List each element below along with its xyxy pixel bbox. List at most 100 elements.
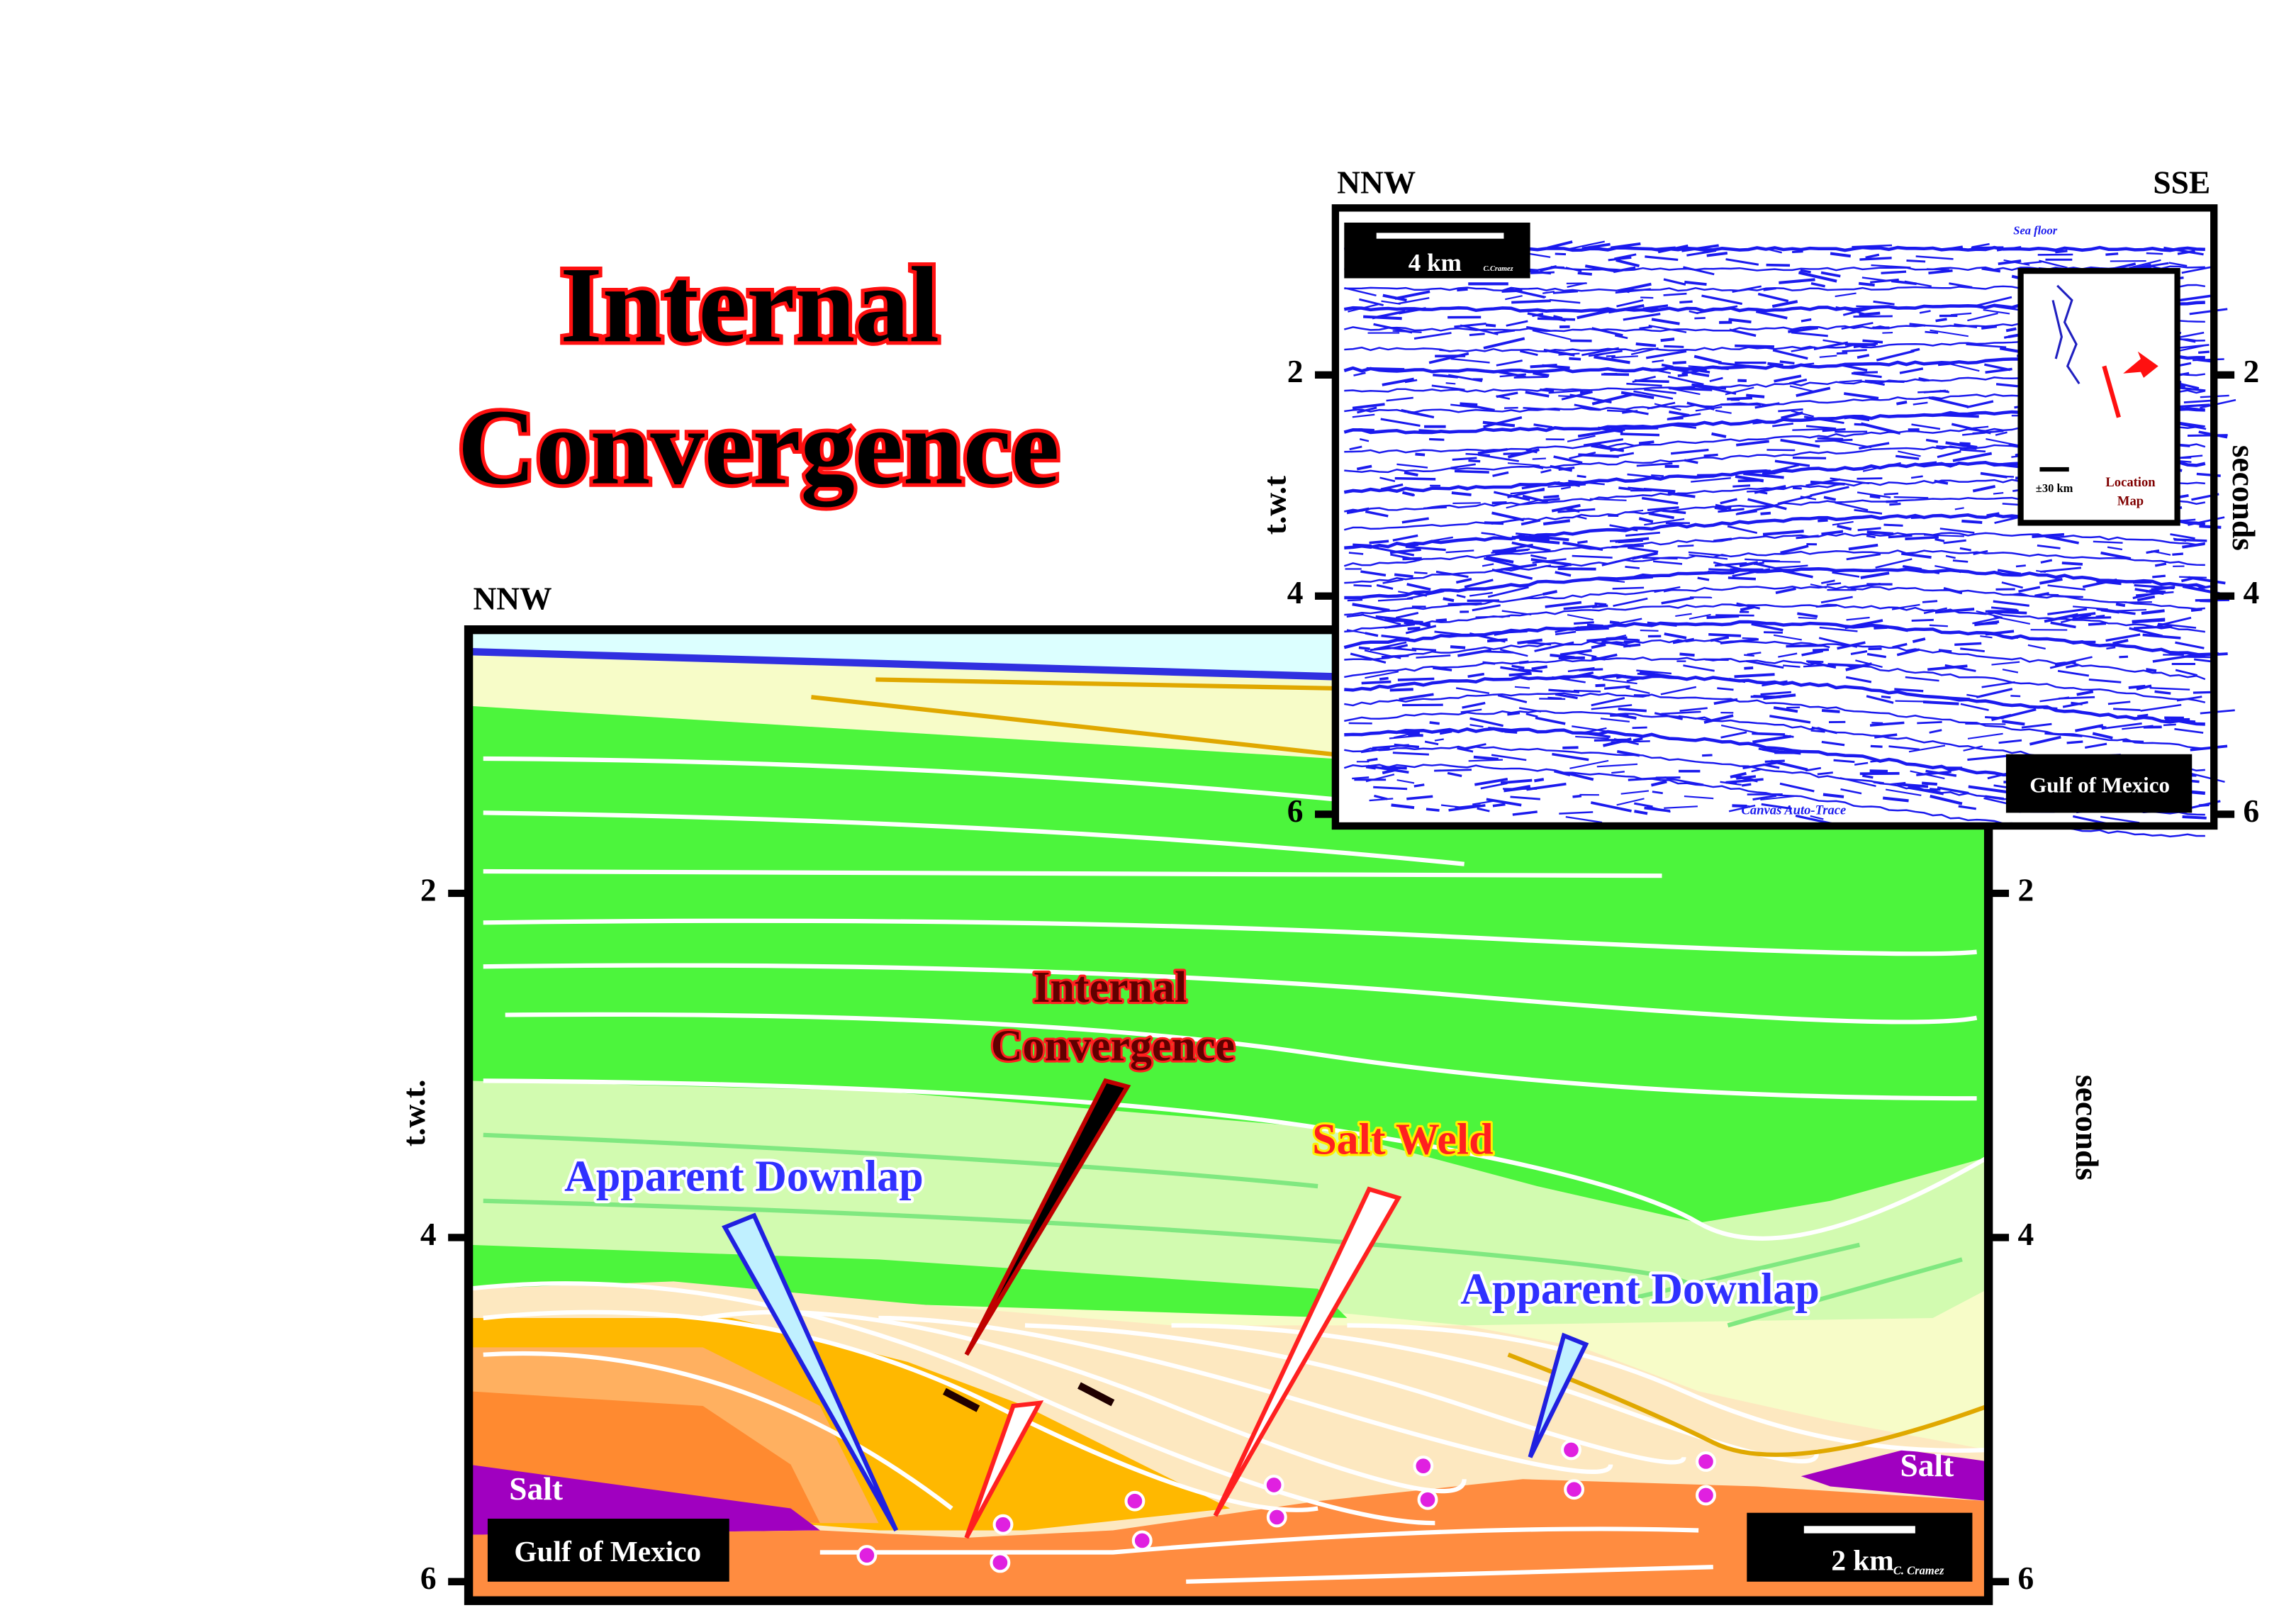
trace [1715,503,1732,510]
trace [1886,625,1908,632]
trace [2071,701,2083,705]
trace [1620,790,1650,795]
trace [1611,545,1644,548]
trace [2075,724,2104,732]
trace [1866,695,1894,704]
trace [1943,587,1963,595]
trace [1743,472,1784,479]
trace [1491,569,1533,580]
trace [2039,259,2068,269]
trace [1847,415,1870,422]
trace [1591,393,1633,406]
trace [1625,566,1640,569]
trace [1601,556,1636,566]
trace [1763,693,1796,700]
trace [1517,638,1543,644]
trace [1958,805,1977,810]
trace [1418,429,1441,433]
ticks: 2 2 4 4 6 6 [1287,354,2260,829]
trace [1683,664,1715,672]
trace [1596,763,1638,768]
trace [1616,299,1644,308]
trace [1841,322,1874,330]
annotation: Convergence [991,1022,1235,1070]
salt [1801,1449,1989,1502]
trace [1905,676,1939,682]
trace [1583,438,1624,447]
trace [1406,590,1445,600]
trace [1553,455,1583,464]
trace [1416,654,1451,659]
trace [1654,712,1683,720]
trace [1535,716,1566,725]
trace [1684,795,1714,800]
trace [1505,295,1523,301]
trace [1755,310,1788,320]
trace [1881,270,1907,274]
trace [1637,672,1654,676]
trace [1373,641,1407,650]
salt-label: Salt [509,1471,563,1507]
trace [1821,530,1844,536]
trace [1760,691,1792,696]
coastline [2051,284,2081,385]
trace [1363,315,1402,320]
trace [2034,592,2050,598]
trace [1572,725,1613,733]
trace [1874,733,1898,739]
trace [1609,524,1638,532]
trace [1895,454,1920,460]
trace [1454,323,1486,328]
ticks: 2 2 4 4 6 6 [420,872,2034,1596]
trace [1376,584,1394,590]
trace [1645,255,1679,262]
trace [1611,426,1625,432]
trace [2039,577,2063,585]
trace [1603,372,1630,376]
trace [1952,559,1969,563]
trace [1727,525,1758,534]
trace [1618,618,1642,625]
trace [1786,644,1823,648]
trace [1496,359,1523,367]
horizon-trace [1343,620,2206,658]
trace [1533,423,1553,429]
trace [1951,423,1991,435]
trace [2182,542,2205,549]
trace [1404,379,1418,384]
trace [2082,579,2117,588]
trace [2132,619,2166,624]
tick-label: 2 [2017,872,2034,908]
trace [1431,384,1465,391]
trace [1482,661,1496,665]
trace [1923,607,1947,615]
trace [1873,300,1895,306]
trace [1774,564,1808,569]
trace [1423,506,1447,510]
trace [1632,726,1647,730]
trace [1973,549,1988,555]
trace [1561,391,1593,401]
trace [1569,772,1594,781]
trace [1791,346,1815,352]
trace [2136,591,2174,596]
trace [2183,399,2211,404]
trace [1666,777,1704,786]
trace [1689,613,1711,620]
direction-label: SSE [2153,165,2210,201]
trace [1640,629,1659,632]
trace [1609,539,1637,542]
trace [1888,534,1913,539]
trace [1924,534,1964,537]
seismic-panel: 4 km C.Cramez Sea floor ±30 km Location … [1258,165,2261,838]
trace [1428,352,1469,364]
trace [1648,324,1687,333]
trace [1350,652,1387,664]
trace [1534,641,1574,652]
trace [1469,717,1503,727]
trace [1873,781,1884,785]
trace [1777,495,1813,505]
trace [1401,517,1429,524]
trace [1450,357,1490,364]
trace [1581,242,1611,250]
